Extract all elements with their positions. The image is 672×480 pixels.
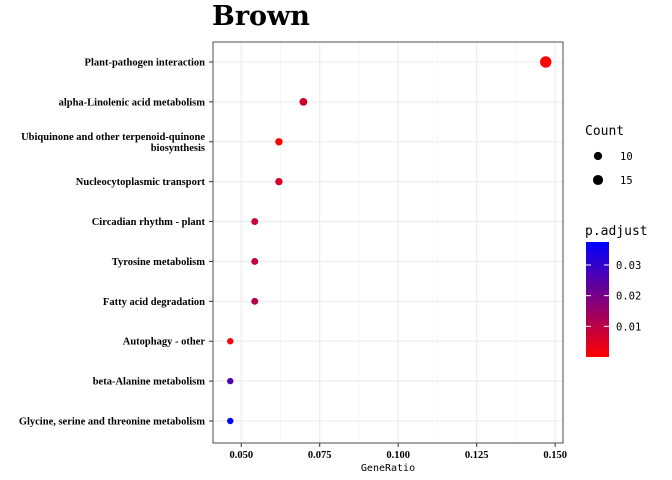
data-point [251,257,259,265]
color-legend-title: p.adjust [585,224,648,239]
x-axis-ticks: 0.050 0.075 0.100 0.125 0.150 [229,443,567,461]
color-legend-label: 0.03 [616,260,641,272]
x-tick-label: 0.050 [229,450,253,461]
y-axis-label: Circadian rhythm - plant [92,217,206,228]
size-legend: Count 10 15 [585,124,633,187]
plot-border [212,41,564,444]
size-legend-dot [592,174,604,186]
color-legend: p.adjust 0.03 0.02 0.01 [585,224,648,357]
plot-panel [213,42,563,443]
color-legend-label: 0.01 [616,321,641,333]
color-legend-gradient-bar [586,242,609,357]
y-axis-label: Plant-pathogen interaction [85,58,206,69]
data-points [227,56,552,425]
y-axis-label: biosynthesis [151,143,205,154]
data-point [227,338,234,345]
data-point [251,218,259,226]
color-legend-label: 0.02 [616,291,641,303]
horizontal-gridlines [213,61,563,422]
y-axis-labels: Plant-pathogen interaction alpha-Linoleni… [19,58,206,428]
y-axis-label: Fatty acid degradation [103,297,205,308]
x-axis-title: GeneRatio [361,463,415,474]
size-legend-dot [593,151,603,161]
chart-title: Brown [212,1,310,32]
y-axis-label: Ubiquinone and other terpenoid-quinone [21,132,205,143]
vertical-gridlines [240,42,556,443]
size-legend-label: 15 [620,175,633,187]
size-legend-title: Count [585,124,624,139]
y-axis-label: Nucleocytoplasmic transport [76,177,206,188]
x-tick-label: 0.100 [386,450,410,461]
x-tick-label: 0.150 [543,450,567,461]
data-point [251,297,259,305]
data-point [275,177,283,186]
data-point [275,138,283,146]
y-axis-ticks [209,61,213,422]
size-legend-label: 10 [620,151,633,163]
data-point [227,377,234,385]
y-axis-label: beta-Alanine metabolism [93,377,206,388]
y-axis-label: alpha-Linolenic acid metabolism [59,97,206,108]
data-point [540,56,552,68]
data-point [299,97,308,106]
y-axis-label: Glycine, serine and threonine metabolism [19,417,205,428]
y-axis-label: Autophagy - other [123,337,206,348]
x-tick-label: 0.125 [465,450,489,461]
x-tick-label: 0.075 [308,450,332,461]
y-axis-label: Tyrosine metabolism [112,257,205,268]
data-point [227,417,234,425]
